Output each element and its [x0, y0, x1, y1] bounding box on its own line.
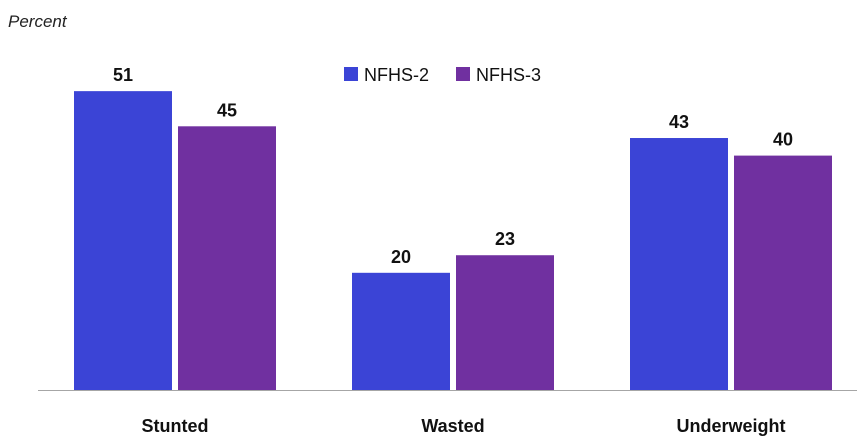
category-label-underweight: Underweight [676, 416, 785, 436]
value-label-underweight-nfhs-2: 43 [669, 112, 689, 132]
legend-swatch-nfhs-3 [456, 67, 470, 81]
category-labels: Stunted Wasted Underweight [142, 416, 786, 436]
value-label-underweight-nfhs-3: 40 [773, 130, 793, 150]
bar-underweight-nfhs-2 [630, 138, 728, 390]
bar-group [74, 91, 832, 391]
legend-label-nfhs-2: NFHS-2 [364, 65, 429, 85]
value-label-stunted-nfhs-3: 45 [217, 100, 237, 120]
value-labels: 51 45 20 23 43 40 [113, 65, 793, 267]
y-axis-unit-label: Percent [8, 12, 68, 31]
value-label-wasted-nfhs-3: 23 [495, 229, 515, 249]
bar-wasted-nfhs-2 [352, 272, 450, 390]
legend: NFHS-2 NFHS-3 [344, 65, 541, 85]
bar-stunted-nfhs-2 [74, 91, 172, 390]
legend-label-nfhs-3: NFHS-3 [476, 65, 541, 85]
category-label-wasted: Wasted [421, 416, 484, 436]
bar-underweight-nfhs-3 [734, 155, 832, 390]
category-label-stunted: Stunted [142, 416, 209, 436]
bar-stunted-nfhs-3 [178, 126, 276, 391]
bar-wasted-nfhs-3 [456, 255, 554, 390]
legend-swatch-nfhs-2 [344, 67, 358, 81]
value-label-stunted-nfhs-2: 51 [113, 65, 133, 85]
value-label-wasted-nfhs-2: 20 [391, 247, 411, 267]
